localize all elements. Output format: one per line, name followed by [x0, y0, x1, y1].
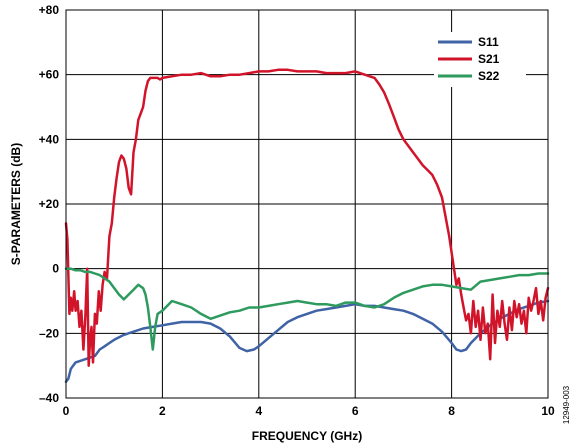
legend-label-s11: S11	[478, 35, 499, 49]
y-tick-label: +20	[39, 197, 60, 211]
x-tick-label: 2	[159, 404, 166, 418]
y-tick-label: 0	[52, 262, 59, 276]
y-tick-labels: –40 –20 0 +20 +40 +60 +80	[39, 3, 60, 405]
gridlines	[65, 9, 549, 399]
figure-id: 12949-003	[562, 385, 571, 424]
series-line-s21	[64, 68, 550, 367]
y-tick-label: +80	[39, 3, 60, 17]
legend: S11 S21 S22	[434, 32, 526, 87]
y-tick-label: +40	[39, 132, 60, 146]
legend-label-s22: S22	[478, 69, 500, 83]
x-axis-title: FREQUENCY (GHz)	[252, 429, 362, 443]
series-lines	[64, 68, 550, 384]
y-tick-label: –40	[39, 391, 59, 405]
x-tick-label: 4	[255, 404, 262, 418]
legend-label-s21: S21	[478, 52, 500, 66]
x-tick-label: 0	[63, 404, 70, 418]
x-tick-labels: 0 2 4 6 8 10	[63, 404, 555, 418]
y-tick-label: –20	[39, 326, 59, 340]
x-tick-label: 10	[541, 404, 555, 418]
y-tick-label: +60	[39, 68, 60, 82]
y-axis-title: S-PARAMETERS (dB)	[9, 143, 23, 265]
series-line-s11	[64, 299, 550, 384]
x-tick-label: 8	[448, 404, 455, 418]
plot-frame	[65, 9, 549, 399]
series-line-s22	[64, 267, 550, 351]
x-tick-label: 6	[352, 404, 359, 418]
